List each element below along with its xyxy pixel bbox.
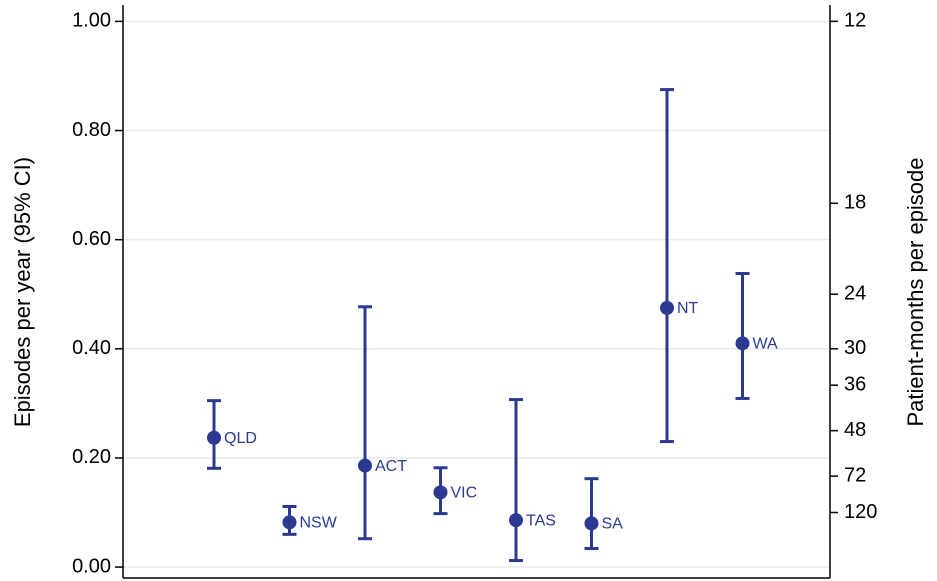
point bbox=[207, 430, 221, 445]
point bbox=[433, 485, 448, 500]
point-label: VIC bbox=[451, 485, 478, 502]
point bbox=[509, 513, 523, 528]
y-tick-label: 1.00 bbox=[72, 10, 111, 32]
point-label: ACT bbox=[375, 458, 407, 475]
point-label: TAS bbox=[526, 512, 556, 529]
y2-tick-label: 24 bbox=[844, 283, 866, 305]
point-label: NSW bbox=[300, 515, 338, 532]
y2-tick-label: 48 bbox=[844, 419, 866, 441]
y-tick-label: 0.80 bbox=[72, 119, 111, 141]
y2-tick-label: 120 bbox=[844, 501, 877, 523]
point bbox=[660, 300, 674, 315]
point bbox=[358, 458, 372, 473]
point bbox=[735, 336, 750, 351]
point bbox=[282, 515, 297, 530]
y-tick-label: 0.40 bbox=[72, 337, 111, 359]
y2-tick-label: 18 bbox=[844, 192, 866, 214]
y-tick-label: 0.00 bbox=[72, 555, 111, 577]
y-axis-title: Episodes per year (95% CI) bbox=[10, 157, 35, 427]
y2-tick-label: 30 bbox=[844, 337, 866, 359]
y-tick-label: 0.60 bbox=[72, 228, 111, 250]
point-label: NT bbox=[677, 300, 699, 317]
y2-tick-label: 12 bbox=[844, 10, 866, 32]
y2-tick-label: 36 bbox=[844, 373, 866, 395]
y2-tick-label: 72 bbox=[844, 464, 866, 486]
point-label: WA bbox=[753, 336, 779, 353]
y-tick-label: 0.20 bbox=[72, 446, 111, 468]
point bbox=[584, 516, 599, 531]
y2-axis-title: Patient-months per episode bbox=[903, 157, 928, 426]
point-label: QLD bbox=[224, 430, 257, 447]
point-label: SA bbox=[602, 516, 624, 533]
